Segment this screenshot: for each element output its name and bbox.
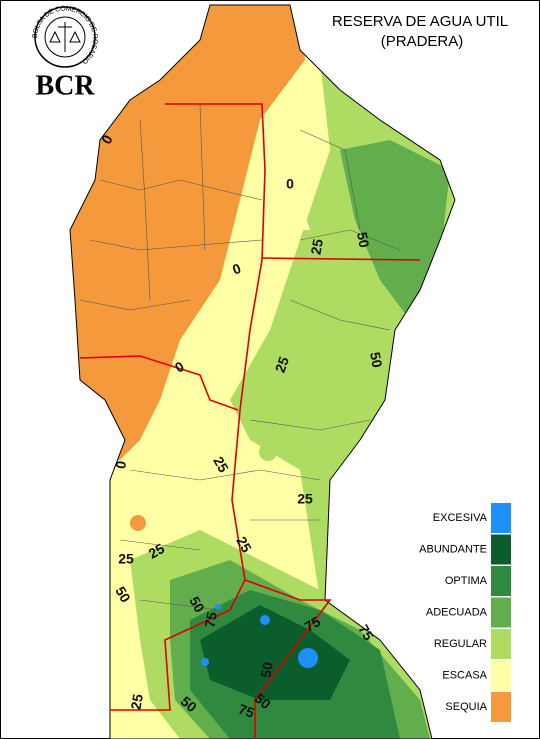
legend-label: ADECUADA — [426, 606, 488, 618]
subtitle: (PRADERA) — [381, 33, 464, 50]
departments — [79, 104, 401, 611]
logo-icon — [49, 22, 81, 52]
contour-label: 75 — [302, 613, 324, 635]
legend-swatch — [491, 660, 511, 691]
legend-label: EXCESIVA — [433, 512, 488, 524]
legend-label: ABUNDANTE — [419, 543, 487, 555]
contour-label: 0 — [112, 459, 129, 470]
logo-ring — [34, 6, 96, 68]
contour-label: 75 — [355, 622, 377, 644]
contour-label: 50 — [112, 584, 134, 606]
legend-swatch — [491, 503, 511, 533]
title: RESERVA DE AGUA UTIL — [332, 13, 508, 30]
legend: EXCESIVA ABUNDANTE OPTIMA ADECUADA REGULAR ES… — [419, 503, 511, 722]
legend-swatch — [491, 566, 511, 596]
contour-label: 50 — [354, 231, 372, 249]
legend-label: SEQUIA — [445, 701, 487, 713]
legend-label: REGULAR — [434, 638, 487, 650]
logo-inner — [44, 16, 86, 58]
contour-label: 25 — [146, 540, 168, 562]
province-outline — [69, 4, 456, 739]
contour-label: 50 — [257, 661, 275, 679]
contour-label: 25 — [118, 551, 134, 567]
contour-label: 25 — [272, 354, 292, 374]
contour-label: 25 — [127, 693, 145, 711]
contour-label: 25 — [210, 454, 232, 476]
contour-label: 75 — [201, 611, 219, 629]
legend-swatch — [491, 629, 511, 659]
contour-label: 0 — [286, 176, 294, 192]
legend-swatch — [491, 597, 511, 628]
legend-label: ESCASA — [442, 669, 487, 681]
logo-label: BCR — [35, 70, 95, 101]
legend-label: OPTIMA — [445, 575, 488, 587]
contour-label: 50 — [186, 594, 208, 616]
legend-swatch — [491, 692, 511, 722]
contour-label: 50 — [367, 351, 385, 369]
district-borders — [79, 103, 421, 739]
legend-swatch — [491, 534, 511, 565]
contour-label: 25 — [233, 534, 255, 556]
contour-label: 75 — [236, 701, 256, 721]
contour-label: 25 — [307, 238, 325, 256]
contour-label: 25 — [297, 491, 313, 507]
